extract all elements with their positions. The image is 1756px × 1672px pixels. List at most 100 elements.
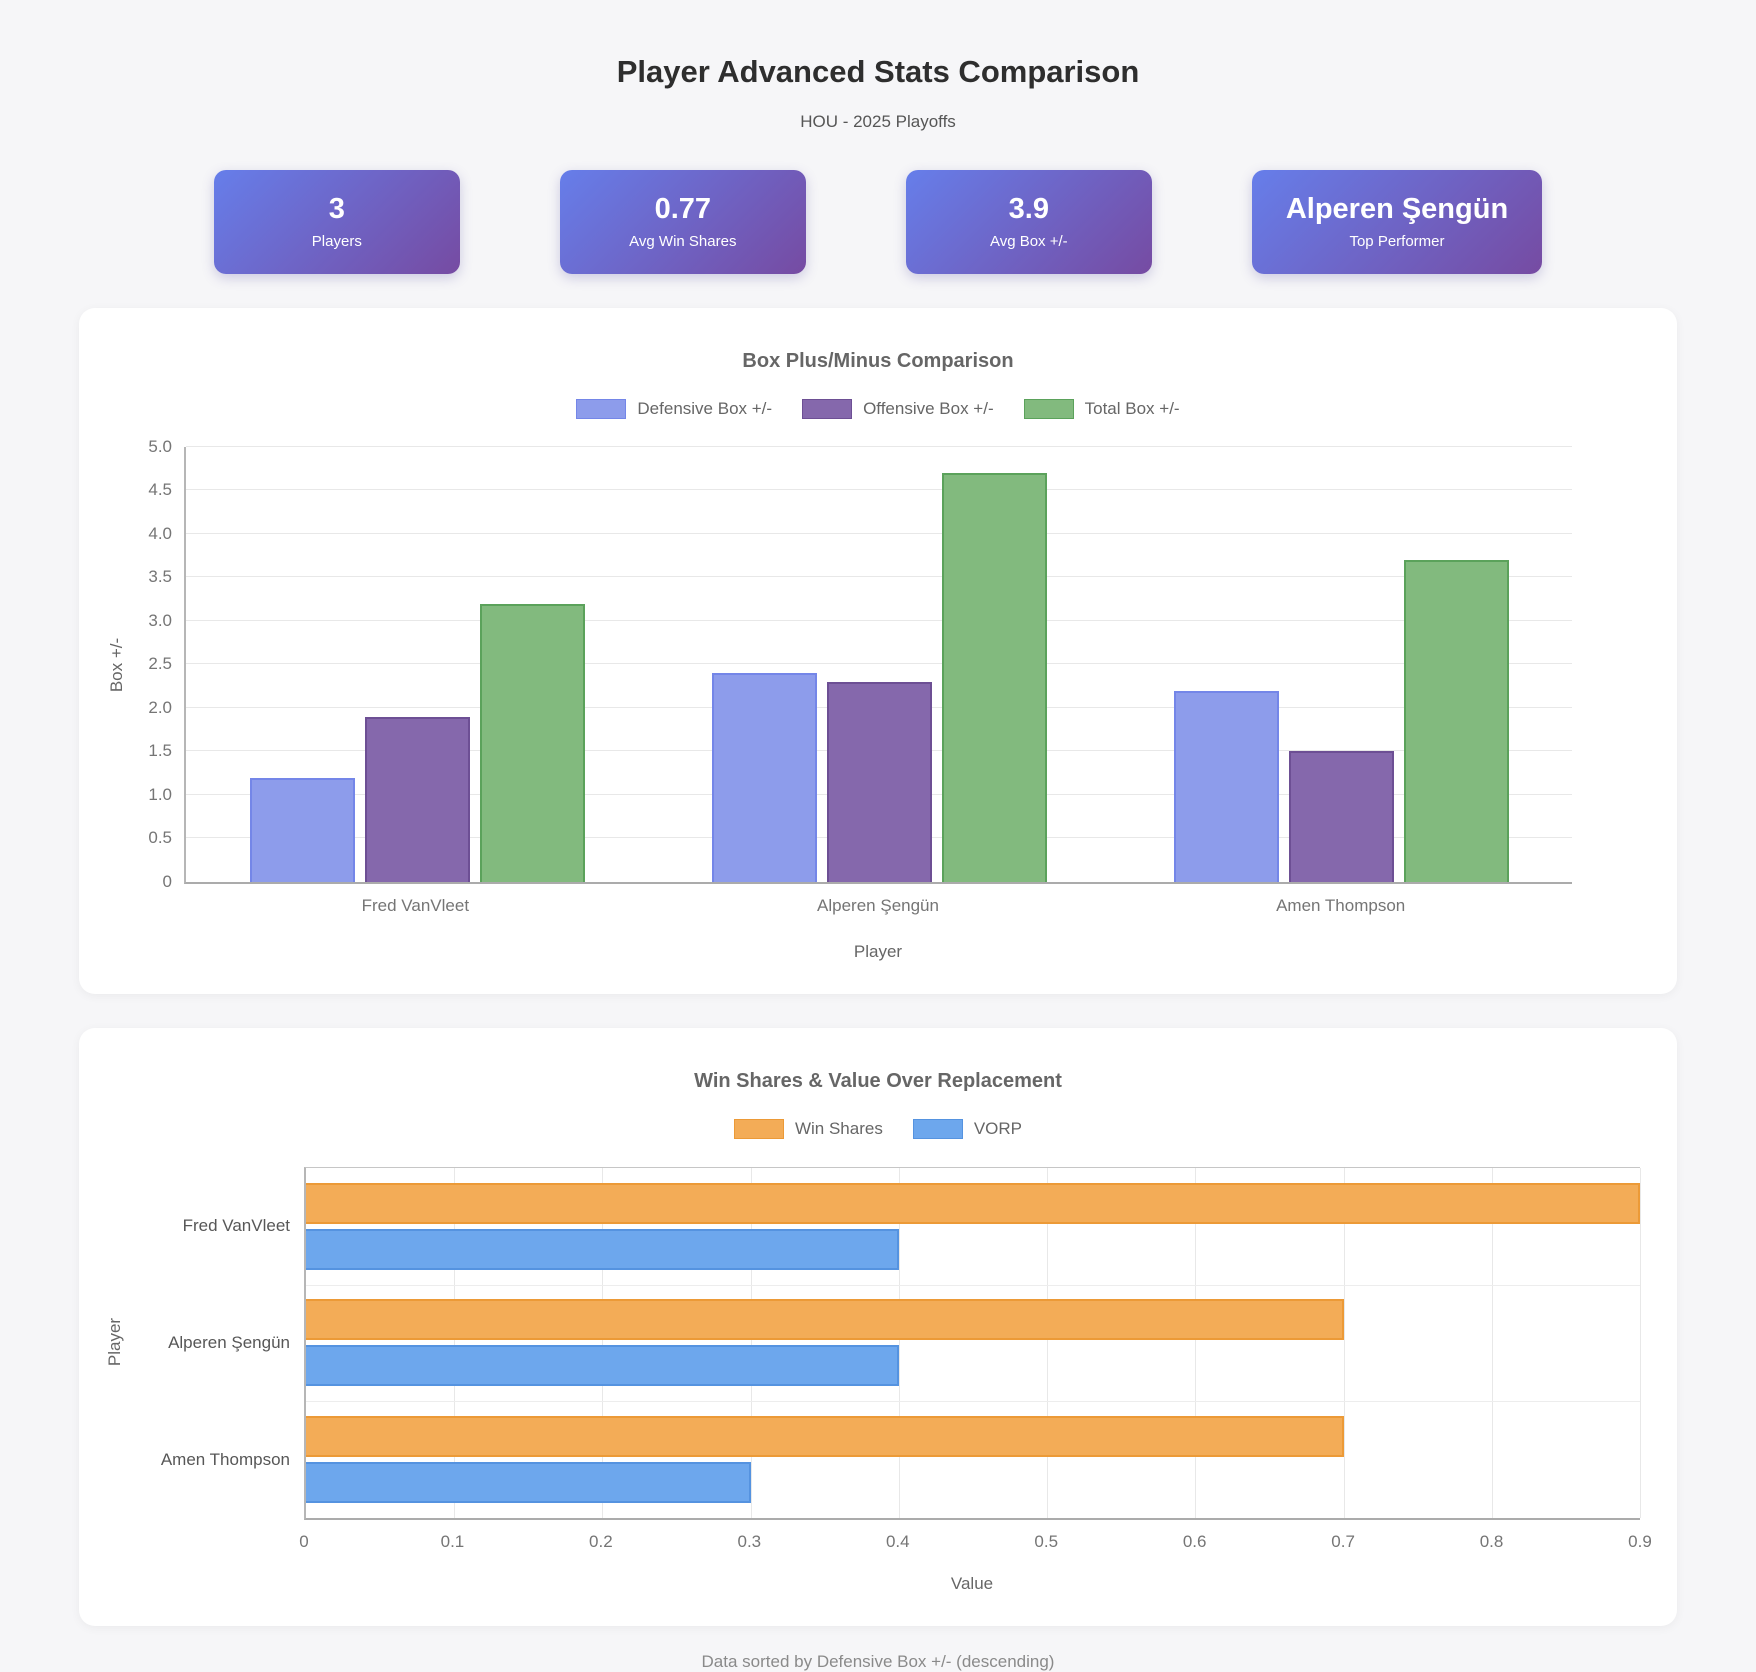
gridline [186, 663, 1572, 665]
stat-value: Alperen Şengün [1285, 193, 1509, 225]
y-tick-label: 0.5 [148, 828, 172, 848]
legend-label: Offensive Box +/- [863, 398, 994, 418]
stat-value: 3.9 [1008, 193, 1049, 225]
y-tick-label: 0 [162, 871, 172, 891]
stat-label: Avg Box +/- [989, 232, 1068, 250]
category-separator [306, 1401, 1640, 1403]
gridline [1491, 1167, 1493, 1518]
gridline [1047, 1167, 1049, 1518]
stat-value: 3 [328, 193, 345, 225]
bpm-plot-area: 0 0.5 1.0 1.5 2.0 2.5 3.0 3.5 4.0 4.5 5.0 [148, 437, 1572, 891]
gridline [186, 532, 1572, 534]
bar-row-alperen-eng-n [306, 1285, 1640, 1402]
x-tick-label: Fred VanVleet [361, 895, 470, 915]
category-label: Alperen Şengün [168, 1332, 290, 1352]
box-plus-minus-panel: Box Plus/Minus Comparison Defensive Box … [79, 307, 1677, 994]
bar-row-amen-thompson [306, 1401, 1640, 1518]
bar-total-box-+ [941, 473, 1047, 882]
y-tick-label: 5.0 [148, 436, 172, 456]
ws-x-axis-title: Value [950, 1573, 994, 1593]
legend-item-total-box-+[interactable]: Total Box +/- [1023, 398, 1180, 419]
ws-chart-title: Win Shares & Value Over Replacement [694, 1069, 1062, 1092]
category-label: Amen Thompson [160, 1449, 290, 1469]
bar-defensive-box-+ [711, 673, 817, 882]
ws-y-axis-title: Player [105, 1317, 124, 1366]
bar-defensive-box-+ [1173, 690, 1279, 882]
legend-label: Total Box +/- [1084, 398, 1180, 418]
stat-label: Top Performer [1349, 232, 1445, 250]
gridline [1195, 1167, 1197, 1518]
bpm-chart-title: Box Plus/Minus Comparison [742, 349, 1014, 372]
bar-vorp [306, 1228, 899, 1270]
ws-x-tick-labels: 0 0.1 0.2 0.3 0.4 0.5 0.6 0.7 0.8 0.9 [299, 1520, 1652, 1552]
x-tick-label: 0.5 [1034, 1531, 1059, 1551]
bar-row-fred-vanvleet [306, 1168, 1640, 1285]
legend-swatch-defensive-box-+ [576, 398, 627, 419]
x-tick-label: 0 [299, 1531, 309, 1551]
y-tick-label: 4.0 [148, 523, 172, 543]
y-tick-label: 1.5 [148, 741, 172, 761]
legend-swatch-offensive-box-+ [802, 398, 853, 419]
bar-offensive-box-+ [364, 716, 470, 882]
bar-offensive-box-+ [1288, 751, 1394, 882]
stat-label: Avg Win Shares [629, 232, 737, 250]
gridline [186, 445, 1572, 447]
bpm-y-axis-title: Box +/- [107, 637, 126, 693]
bar-group-alperen-eng-n [648, 447, 1110, 882]
gridline [186, 489, 1572, 491]
x-tick-label: Alperen Şengün [817, 895, 939, 915]
bar-win-shares [306, 1299, 1344, 1341]
legend-item-vorp[interactable]: VORP [912, 1118, 1022, 1139]
gridline [186, 576, 1572, 578]
legend-item-defensive-box-+[interactable]: Defensive Box +/- [576, 398, 773, 419]
bar-vorp [306, 1462, 751, 1504]
x-tick-label: 0.8 [1479, 1531, 1504, 1551]
bar-total-box-+ [1403, 560, 1509, 882]
footer-note: Data sorted by Defensive Box +/- (descen… [701, 1651, 1055, 1671]
win-shares-panel: Win Shares & Value Over Replacement Win … [79, 1027, 1677, 1626]
gridline [898, 1167, 900, 1518]
bar-win-shares [306, 1416, 1344, 1458]
x-tick-label: 0.7 [1331, 1531, 1355, 1551]
x-tick-label: 0.6 [1182, 1531, 1207, 1551]
bar-offensive-box-+ [826, 681, 932, 882]
bpm-chart: Box +/- 0 0.5 1.0 1.5 2.0 2.5 3.0 3.5 4.0 4.5 5.0 … [79, 437, 1677, 962]
y-tick-label: 2.5 [148, 654, 172, 674]
bpm-x-tick-labels: Fred VanVleet Alperen Şengün Amen Thompson [184, 896, 1572, 916]
legend-label: Win Shares [794, 1118, 883, 1138]
legend-item-offensive-box-+[interactable]: Offensive Box +/- [802, 398, 994, 419]
bar-defensive-box-+ [249, 777, 355, 882]
bar-groups [186, 447, 1572, 882]
legend-swatch-win-shares [733, 1118, 784, 1139]
ws-plot-area: Fred VanVleet Alperen Şengün Amen Thompson [161, 1166, 1641, 1520]
y-tick-label: 4.5 [148, 480, 172, 500]
stat-cards-row: 3 Players 0.77 Avg Win Shares 3.9 Avg Bo… [0, 170, 1756, 274]
stat-card-avg-win-shares: 0.77 Avg Win Shares [559, 170, 806, 274]
gridline [454, 1167, 456, 1518]
bar-rows [306, 1168, 1640, 1518]
gridline [750, 1167, 752, 1518]
gridline [1343, 1167, 1345, 1518]
stat-card-top-performer: Alperen Şengün Top Performer [1251, 170, 1543, 274]
gridline [1640, 1167, 1641, 1518]
y-tick-label: 3.5 [148, 567, 172, 587]
page-subtitle: HOU - 2025 Playoffs [800, 112, 956, 131]
x-tick-label: 0.4 [885, 1531, 910, 1551]
x-tick-label: Amen Thompson [1276, 895, 1406, 915]
y-tick-label: 2.0 [148, 697, 172, 717]
legend-label: Defensive Box +/- [637, 398, 773, 418]
stat-label: Players [311, 232, 362, 250]
x-tick-label: 0.9 [1628, 1531, 1652, 1551]
bar-total-box-+ [479, 603, 585, 882]
y-tick-label: 1.0 [148, 784, 172, 804]
category-separator [306, 1284, 1640, 1286]
category-label: Fred VanVleet [182, 1216, 290, 1236]
x-tick-label: 0.1 [440, 1531, 465, 1551]
bpm-legend: Defensive Box +/- Offensive Box +/- Total … [79, 398, 1677, 419]
stat-card-players: 3 Players [213, 170, 460, 274]
legend-item-win-shares[interactable]: Win Shares [733, 1118, 883, 1139]
bar-group-amen-thompson [1110, 447, 1572, 882]
legend-swatch-vorp [912, 1118, 963, 1139]
legend-swatch-total-box-+ [1023, 398, 1074, 419]
